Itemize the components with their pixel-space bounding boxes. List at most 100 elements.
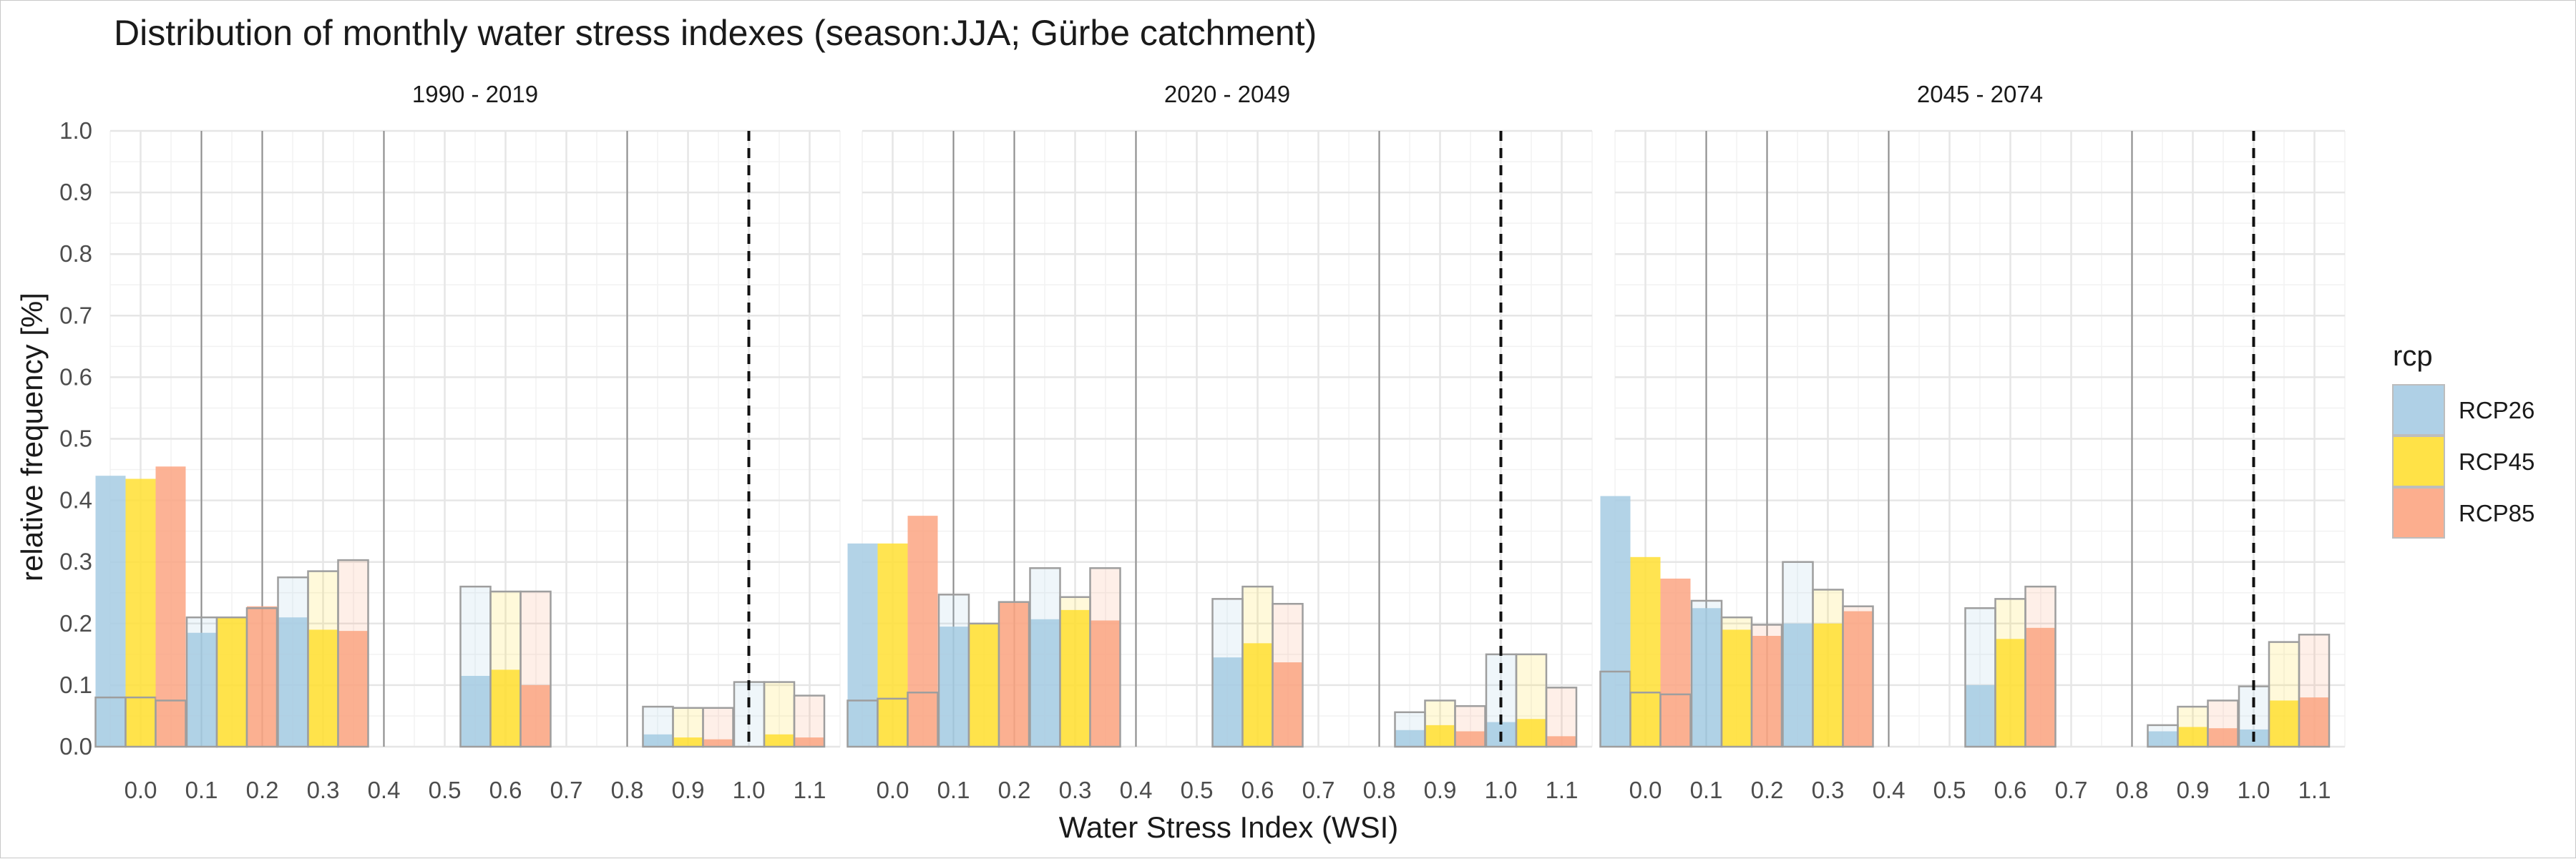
- bar-rcp85: [794, 737, 824, 747]
- bar-rcp85: [2207, 728, 2238, 747]
- x-tick-label: 0.4: [368, 777, 401, 803]
- bar-outline-rcp85: [907, 691, 939, 748]
- x-tick-label: 0.1: [1690, 777, 1723, 803]
- bar-outline-rcp26: [1029, 567, 1061, 748]
- x-tick-label: 0.0: [125, 777, 157, 803]
- legend: RCP26 RCP45 RCP85: [2392, 384, 2534, 539]
- bar-rcp26: [1965, 684, 1996, 747]
- bar-rcp85: [247, 606, 277, 747]
- bar-outline-rcp26: [642, 705, 674, 748]
- bar-outline-rcp45: [1059, 596, 1091, 748]
- x-tick-label: 0.8: [1363, 777, 1396, 803]
- facet-label: 1990 - 2019: [412, 81, 538, 107]
- panels-layer: 1990 - 2019 0.0 0.1 0.2 0.3 0.4 0.5 0.6 0.7 0.8 0.…: [59, 81, 2346, 803]
- x-tick-label: 0.3: [1812, 777, 1845, 803]
- bar-outline-rcp85: [337, 559, 369, 748]
- bar-outline-rcp26: [2147, 724, 2179, 748]
- facet-panel: 2020 - 2049 0.0 0.1 0.2 0.3 0.4 0.5 0.6 0.7 0.8 0.…: [847, 81, 1593, 803]
- bar-outline-rcp45: [125, 696, 157, 748]
- chart-title: Distribution of monthly water stress ind…: [114, 13, 1317, 53]
- x-tick-label: 0.8: [611, 777, 644, 803]
- bar-outline-rcp26: [459, 585, 492, 748]
- bar-outline-rcp85: [2024, 585, 2057, 748]
- bar-outline-rcp85: [1545, 687, 1578, 748]
- legend-key-rcp26: [2392, 384, 2445, 436]
- bar-rcp45: [217, 617, 247, 747]
- x-tick-label: 0.7: [2055, 777, 2088, 803]
- x-tick-label: 0.8: [2116, 777, 2149, 803]
- x-tick-label: 0.0: [877, 777, 909, 803]
- bar-outline-rcp45: [877, 697, 909, 748]
- bar-rcp85: [907, 516, 938, 747]
- bar-outline-rcp45: [1720, 616, 1753, 748]
- bar-outline-rcp45: [489, 590, 522, 748]
- bar-rcp45: [1242, 643, 1273, 747]
- x-tick-label: 0.6: [1994, 777, 2027, 803]
- x-tick-label: 0.5: [429, 777, 462, 803]
- bar-rcp85: [2299, 697, 2329, 747]
- x-tick-label: 0.6: [1241, 777, 1274, 803]
- bar-outline-rcp45: [1424, 700, 1456, 748]
- x-tick-label: 0.0: [1629, 777, 1662, 803]
- x-tick-label: 1.1: [1546, 777, 1579, 803]
- bar-rcp45: [1995, 639, 2026, 747]
- bar-rcp85: [1455, 731, 1485, 747]
- x-tick-label: 0.6: [489, 777, 522, 803]
- bar-rcp45: [1060, 609, 1091, 747]
- bar-rcp26: [939, 627, 969, 747]
- bar-outline-rcp85: [1454, 705, 1486, 748]
- bar-outline-rcp26: [1964, 607, 1996, 748]
- bar-rcp26: [847, 543, 878, 747]
- x-tick-label: 1.0: [2238, 777, 2270, 803]
- legend-label: RCP26: [2459, 397, 2534, 423]
- x-axis-title: Water Stress Index (WSI): [1059, 810, 1399, 844]
- x-tick-label: 1.1: [2298, 777, 2331, 803]
- x-tick-label: 0.5: [1181, 777, 1214, 803]
- bar-rcp85: [520, 684, 551, 747]
- bar-rcp26: [1600, 496, 1631, 747]
- bar-outline-rcp45: [2268, 641, 2301, 748]
- bar-rcp85: [1843, 611, 1873, 747]
- bar-outline-rcp26: [937, 594, 970, 748]
- x-tick-label: 0.4: [1873, 777, 1906, 803]
- y-tick-label: 0.2: [59, 610, 92, 637]
- bar-outline-rcp85: [702, 707, 734, 748]
- bar-outline-rcp85: [1659, 693, 1692, 748]
- bar-rcp26: [187, 632, 217, 747]
- bar-outline-rcp85: [1089, 567, 1121, 748]
- bar-outline-rcp85: [1842, 605, 1874, 748]
- bar-outline-rcp45: [215, 616, 248, 748]
- bar-outline-rcp45: [1629, 691, 1662, 748]
- x-tick-label: 0.2: [246, 777, 279, 803]
- bar-rcp85: [1272, 662, 1303, 747]
- bar-rcp26: [1212, 657, 1243, 747]
- bar-outline-rcp45: [2177, 705, 2209, 748]
- bar-rcp45: [1516, 719, 1546, 747]
- bar-rcp85: [999, 602, 1029, 747]
- bar-rcp45: [673, 737, 703, 747]
- bar-outline-rcp45: [763, 681, 796, 748]
- bar-outline-rcp85: [1750, 624, 1783, 748]
- bar-rcp45: [1722, 629, 1752, 747]
- bar-outline-rcp85: [155, 700, 187, 748]
- bar-outline-rcp26: [847, 700, 879, 748]
- bar-outline-rcp26: [185, 616, 218, 748]
- x-tick-label: 0.3: [1059, 777, 1092, 803]
- bar-rcp45: [2269, 700, 2299, 747]
- x-tick-label: 1.1: [794, 777, 826, 803]
- bar-outline-rcp45: [672, 707, 704, 748]
- bar-outline-rcp45: [1812, 589, 1844, 748]
- x-tick-label: 0.4: [1120, 777, 1153, 803]
- bar-rcp45: [125, 478, 156, 747]
- bar-rcp45: [877, 543, 908, 747]
- x-tick-label: 1.0: [733, 777, 766, 803]
- x-tick-label: 1.0: [1485, 777, 1518, 803]
- bar-rcp45: [764, 734, 794, 747]
- y-tick-label: 0.6: [59, 363, 92, 390]
- bar-outline-rcp85: [997, 601, 1030, 748]
- bar-rcp26: [2147, 731, 2178, 747]
- facet-label: 2045 - 2074: [1917, 81, 2043, 107]
- y-tick-label: 1.0: [59, 117, 92, 144]
